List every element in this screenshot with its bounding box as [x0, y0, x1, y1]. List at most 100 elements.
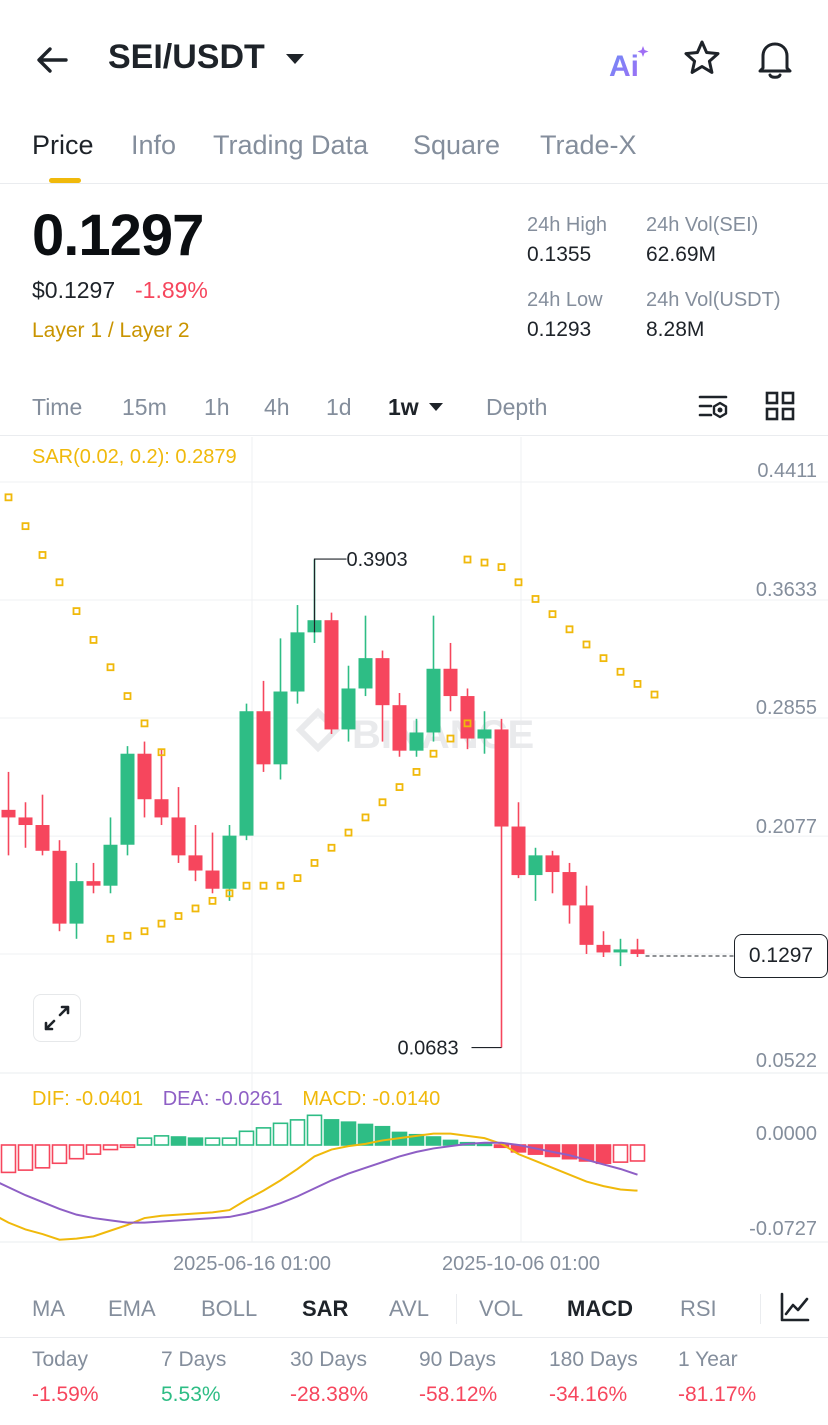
- back-arrow-icon[interactable]: [30, 38, 74, 82]
- caret-down-icon[interactable]: [285, 52, 305, 66]
- macd-bar: [238, 1130, 255, 1146]
- price-axis-label: 0.2855: [756, 697, 817, 719]
- candle-body: [392, 705, 407, 751]
- candle-body: [443, 668, 458, 697]
- interval-1w[interactable]: 1w: [388, 394, 419, 420]
- dif-line: [0, 1132, 638, 1241]
- sar-dot: [4, 493, 13, 502]
- sar-dot: [106, 934, 115, 943]
- indicator-settings-icon[interactable]: [778, 1290, 812, 1324]
- sar-dot: [225, 889, 234, 898]
- trading-pair-title[interactable]: SEI/USDT: [108, 38, 265, 76]
- chart-settings-icon[interactable]: [697, 390, 731, 424]
- candle-body: [528, 855, 543, 876]
- macd-indicator-labels: DIF: -0.0401 DEA: -0.0261 MACD: -0.0140: [32, 1088, 454, 1111]
- indicator-ema[interactable]: EMA: [108, 1296, 156, 1321]
- sar-dot: [344, 828, 353, 837]
- macd-bar: [204, 1137, 221, 1146]
- macd-bar: [425, 1136, 442, 1146]
- interval-4h[interactable]: 4h: [264, 394, 290, 420]
- interval-15m[interactable]: 15m: [122, 394, 167, 420]
- perf-label-7d: 7 Days: [161, 1348, 227, 1371]
- low-label: 24h Low: [527, 289, 603, 311]
- sar-dot: [361, 813, 370, 822]
- interval-1h[interactable]: 1h: [204, 394, 230, 420]
- perf-value-1y: -81.17%: [678, 1383, 757, 1406]
- tab-trading-data[interactable]: Trading Data: [213, 130, 369, 160]
- dea-label: DEA: -0.0261: [162, 1088, 283, 1110]
- sar-dot: [599, 654, 608, 663]
- star-icon[interactable]: [682, 38, 722, 78]
- candle-body: [86, 881, 101, 886]
- price-axis-label: 0.2077: [756, 816, 817, 838]
- high-annotation: 0.3903: [347, 549, 408, 571]
- sar-dot: [174, 912, 183, 920]
- sar-indicator-label: SAR(0.02, 0.2): 0.2879: [32, 446, 237, 468]
- macd-bar: [51, 1144, 68, 1165]
- candle-body: [256, 711, 271, 765]
- sar-dot: [463, 555, 472, 564]
- macd-bar: [119, 1144, 136, 1149]
- macd-bar: [17, 1144, 34, 1171]
- sar-dot: [412, 768, 421, 776]
- interval-1d[interactable]: 1d: [326, 394, 352, 420]
- top-bar: SEI/USDT Ai: [0, 0, 828, 118]
- candle-body: [137, 753, 152, 800]
- candle-body: [188, 855, 203, 871]
- candle-body: [52, 850, 67, 924]
- macd-bar: [221, 1137, 238, 1146]
- sar-dot: [531, 595, 540, 603]
- separator: [760, 1294, 761, 1324]
- interval-depth[interactable]: Depth: [486, 394, 548, 420]
- main-tabs: Price Info Trading Data Square Trade-X: [0, 118, 828, 184]
- bell-icon[interactable]: [755, 38, 795, 80]
- tab-square[interactable]: Square: [413, 130, 501, 160]
- sar-dot: [463, 719, 472, 728]
- sar-dot: [480, 558, 489, 567]
- layout-grid-icon[interactable]: [764, 390, 796, 422]
- volume-base-label: 24h Vol(SEI): [646, 214, 759, 236]
- indicator-ma[interactable]: MA: [32, 1296, 65, 1321]
- macd-bar: [340, 1121, 357, 1146]
- candle-body: [69, 881, 84, 924]
- candle-body: [477, 729, 492, 739]
- perf-value-7d: 5.53%: [161, 1383, 221, 1406]
- perf-label-today: Today: [32, 1348, 89, 1371]
- expand-icon[interactable]: [33, 994, 81, 1042]
- indicator-vol[interactable]: VOL: [479, 1296, 524, 1321]
- indicator-macd[interactable]: MACD: [567, 1296, 633, 1321]
- indicator-boll[interactable]: BOLL: [201, 1296, 258, 1321]
- candle-body: [545, 855, 560, 873]
- candle-body: [205, 870, 220, 889]
- sar-dot: [123, 931, 132, 940]
- caret-down-icon[interactable]: [428, 400, 444, 412]
- price-axis-label: 0.4411: [757, 460, 817, 482]
- macd-bar: [102, 1144, 119, 1151]
- sar-dot: [514, 578, 523, 587]
- macd-bar: [408, 1133, 425, 1146]
- indicator-rsi[interactable]: RSI: [680, 1296, 717, 1321]
- sar-dot: [123, 692, 132, 700]
- perf-label-180d: 180 Days: [549, 1348, 638, 1371]
- candlestick-chart[interactable]: BINANCE0.39030.06830.44110.36330.28550.2…: [0, 437, 828, 1282]
- macd-bar: [187, 1137, 204, 1146]
- sar-dot: [327, 843, 336, 852]
- dea-line: [0, 1141, 638, 1224]
- high-label: 24h High: [527, 214, 608, 236]
- indicator-avl[interactable]: AVL: [389, 1296, 429, 1321]
- sar-dot: [565, 625, 574, 634]
- last-price-tag: 0.1297: [734, 934, 828, 978]
- category-tag[interactable]: Layer 1 / Layer 2: [32, 319, 190, 342]
- performance-row: Today -1.59% 7 Days 5.53% 30 Days -28.38…: [0, 1338, 828, 1425]
- tab-info[interactable]: Info: [131, 130, 177, 160]
- interval-time[interactable]: Time: [32, 394, 83, 420]
- macd-bar: [153, 1135, 170, 1146]
- sar-dot: [89, 636, 98, 644]
- macd-bar: [34, 1144, 51, 1169]
- indicator-sar[interactable]: SAR: [302, 1296, 349, 1321]
- ai-icon[interactable]: Ai: [607, 42, 651, 83]
- tab-price[interactable]: Price: [32, 130, 94, 160]
- tab-trade-x[interactable]: Trade-X: [540, 130, 637, 160]
- sar-dot: [72, 607, 81, 616]
- candle-body: [35, 825, 50, 851]
